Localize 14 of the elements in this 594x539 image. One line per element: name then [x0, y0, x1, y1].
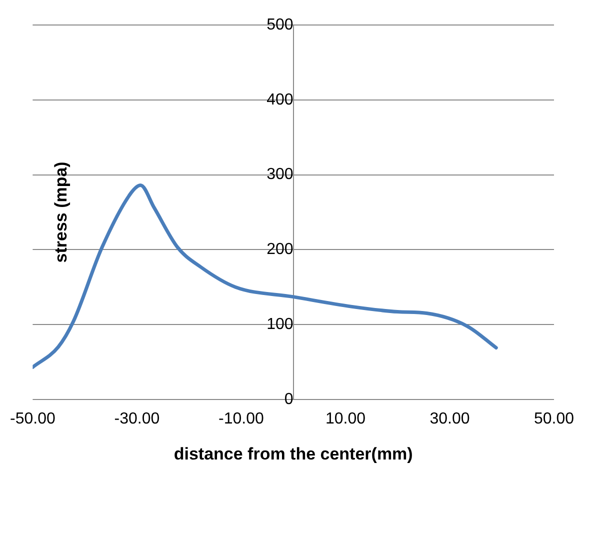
x-tick-label: -50.00 [10, 410, 56, 428]
y-axis-title: stress (mpa) [52, 162, 71, 263]
y-tick-label: 0 [284, 390, 294, 408]
x-tick-label: 50.00 [534, 410, 574, 428]
x-tick-label: -30.00 [114, 410, 160, 428]
y-tick-label: 300 [266, 166, 294, 184]
y-tick-label: 100 [266, 316, 294, 333]
x-tick-label: -10.00 [218, 410, 264, 428]
x-axis-title: distance from the center(mm) [174, 444, 413, 464]
x-tick-label: 30.00 [430, 410, 470, 428]
y-tick-label: 400 [266, 91, 294, 108]
y-tick-label: 200 [266, 241, 294, 258]
y-tick-label: 500 [266, 16, 294, 34]
x-tick-label: 10.00 [325, 410, 366, 428]
